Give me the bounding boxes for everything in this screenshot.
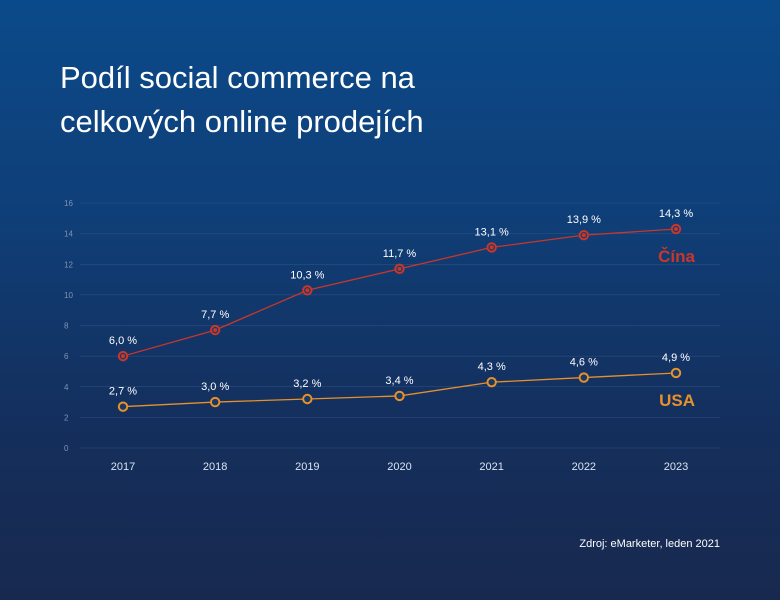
y-tick-label: 16: [64, 199, 73, 208]
data-labels: 6,0 % 7,7 % 10,3 % 11,7 % 13,1 % 13,9 % 14,3 %…: [109, 208, 693, 398]
x-tick-label: 2017: [111, 461, 135, 473]
grid-lines: [80, 202, 720, 449]
data-label: 3,0 %: [201, 381, 229, 393]
data-point: [394, 390, 405, 402]
y-tick-label: 10: [64, 291, 73, 300]
data-label: 6,0 %: [109, 335, 137, 347]
chart-title-line-2: celkových online prodejích: [60, 104, 424, 139]
x-axis-ticks: 2017 2018 2019 2020 2021 2022 2023: [111, 461, 688, 473]
data-point-core: [581, 233, 586, 238]
y-tick-label: 6: [64, 352, 69, 361]
data-label: 11,7 %: [383, 248, 417, 260]
y-axis-ticks: 0 2 4 6 8 10 12 14 16: [64, 199, 73, 453]
x-tick-label: 2019: [295, 461, 319, 473]
data-points: [117, 223, 682, 412]
x-tick-label: 2023: [664, 461, 688, 473]
data-label: 4,3 %: [478, 361, 506, 373]
data-point: [486, 376, 497, 388]
data-point: [209, 396, 221, 408]
data-label: 14,3 %: [659, 208, 693, 220]
y-tick-label: 0: [64, 444, 69, 453]
series-label-0: Čína: [658, 247, 695, 266]
series-labels: Čína USA: [658, 247, 695, 410]
x-tick-label: 2022: [572, 461, 596, 473]
data-label: 2,7 %: [109, 386, 137, 398]
data-point-core: [121, 354, 125, 359]
data-label: 4,6 %: [570, 357, 598, 369]
data-label: 7,7 %: [201, 309, 229, 321]
data-point: [578, 372, 590, 383]
data-label: 10,3 %: [290, 269, 324, 281]
data-point: [117, 401, 129, 412]
series-label-1: USA: [659, 391, 695, 410]
data-point-core: [397, 266, 402, 271]
data-label: 13,1 %: [475, 226, 509, 238]
y-tick-label: 12: [64, 260, 73, 269]
y-tick-label: 14: [64, 230, 73, 239]
x-tick-label: 2018: [203, 461, 227, 473]
data-point: [670, 367, 682, 379]
data-point-core: [489, 245, 494, 250]
x-tick-label: 2020: [387, 461, 411, 473]
data-label: 13,9 %: [567, 214, 601, 226]
data-label: 3,2 %: [293, 378, 321, 390]
y-tick-label: 4: [64, 383, 69, 392]
x-tick-label: 2021: [479, 461, 503, 473]
data-point-core: [305, 288, 310, 293]
data-point: [302, 393, 313, 405]
data-point-core: [213, 328, 218, 333]
data-label: 4,9 %: [662, 352, 690, 364]
chart-title: Podíl social commerce na celkových onlin…: [60, 56, 620, 144]
y-tick-label: 2: [64, 413, 69, 422]
chart-title-line-1: Podíl social commerce na: [60, 60, 415, 95]
data-label: 3,4 %: [385, 375, 413, 387]
source-note: Zdroj: eMarketer, leden 2021: [579, 538, 720, 550]
data-point-core: [674, 227, 678, 232]
y-tick-label: 8: [64, 322, 69, 331]
